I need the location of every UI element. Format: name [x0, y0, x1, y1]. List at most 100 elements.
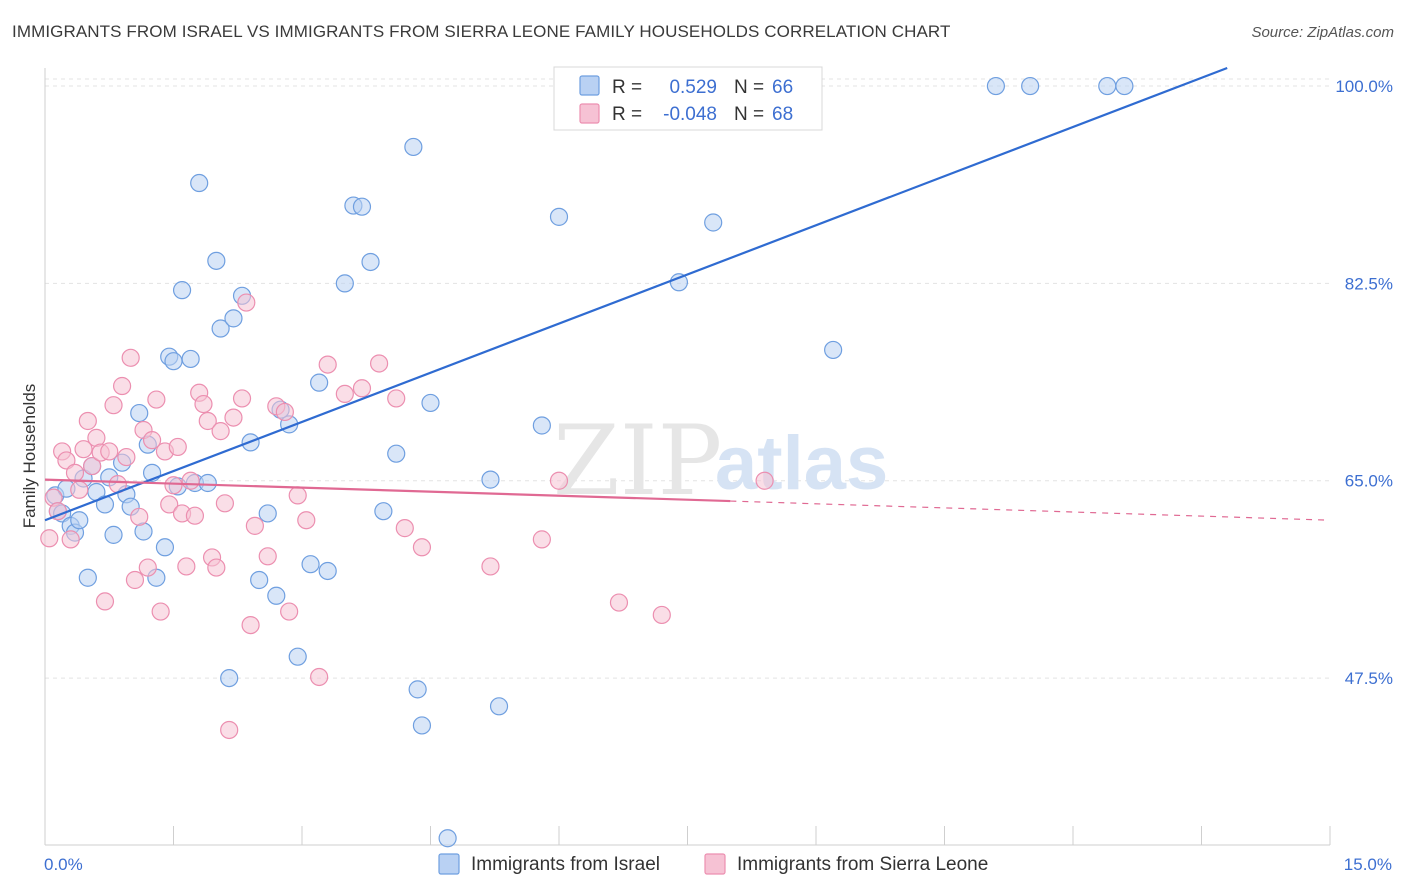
data-point [755, 471, 774, 490]
data-point [164, 476, 183, 495]
series-sierra-leone-points [40, 293, 774, 740]
data-point [404, 137, 423, 157]
y-tick-label: 65.0% [1345, 472, 1393, 491]
data-point [220, 668, 239, 688]
data-point [986, 76, 1006, 96]
stats-r-value-sierra: -0.048 [663, 104, 717, 125]
data-point [1115, 76, 1134, 96]
data-point [198, 411, 217, 431]
y-tick-label: 100.0% [1335, 77, 1393, 96]
data-point [335, 274, 354, 293]
data-point [181, 349, 200, 369]
data-point [301, 555, 320, 574]
data-point [250, 570, 269, 590]
data-point [532, 416, 551, 435]
source-credit: Source: ZipAtlas.com [1251, 24, 1394, 41]
stats-n-value-sierra: 68 [772, 104, 793, 125]
data-point [70, 511, 89, 530]
stats-legend: R = 0.529 N = 66 R = -0.048 N = 68 [553, 66, 823, 131]
stats-legend-swatch-sierra [579, 103, 600, 124]
data-point [190, 173, 209, 193]
data-point [1021, 76, 1040, 96]
data-point [40, 529, 59, 548]
data-point [211, 422, 230, 441]
data-point [245, 516, 264, 535]
x-tick-label-min: 0.0% [44, 855, 83, 874]
y-tick-label: 47.5% [1345, 669, 1393, 688]
data-point [318, 561, 337, 581]
data-point [421, 393, 440, 413]
data-point [361, 252, 380, 272]
data-point [104, 525, 123, 544]
data-point [370, 354, 389, 373]
watermark: ZIP atlas [553, 405, 888, 517]
data-point [704, 213, 723, 232]
x-axis-ticks [173, 826, 1331, 845]
data-point [532, 530, 551, 549]
data-point [130, 507, 149, 526]
data-point [207, 558, 226, 577]
data-point [147, 390, 166, 409]
y-tick-label: 82.5% [1345, 274, 1393, 293]
data-point [83, 456, 102, 476]
data-point [57, 451, 76, 470]
data-point [652, 605, 671, 625]
data-point [297, 511, 316, 530]
series-israel-points [46, 76, 1134, 848]
data-point [318, 355, 337, 374]
data-point [275, 402, 294, 422]
watermark-atlas: atlas [715, 421, 888, 506]
data-point [95, 495, 115, 514]
data-point [310, 373, 329, 392]
stats-r-label-israel: R = [612, 77, 642, 98]
y-axis-label: Family Households [20, 384, 39, 529]
data-point [130, 403, 149, 423]
data-point [412, 716, 432, 735]
data-point [335, 384, 354, 404]
data-point [181, 471, 200, 490]
data-point [215, 494, 234, 513]
data-point [489, 697, 509, 716]
data-point [352, 379, 372, 398]
data-point [267, 586, 286, 605]
data-point [160, 495, 179, 514]
data-point [185, 506, 205, 525]
trend-lines [44, 66, 1331, 522]
data-point [1098, 76, 1117, 96]
data-point [310, 667, 329, 687]
data-point [211, 319, 230, 338]
data-point [412, 538, 432, 557]
data-point [408, 680, 427, 699]
chart-title: IMMIGRANTS FROM ISRAEL VS IMMIGRANTS FRO… [12, 22, 951, 41]
data-point [387, 444, 406, 463]
data-point [104, 396, 123, 415]
data-point [258, 547, 277, 566]
data-point [155, 538, 175, 557]
stats-legend-swatch-israel [579, 75, 600, 96]
data-point [112, 376, 132, 396]
series-legend-swatch-israel [438, 853, 460, 875]
data-point [549, 471, 569, 490]
series-legend-label-israel: Immigrants from Israel [471, 854, 660, 875]
data-point [481, 557, 500, 576]
data-point [207, 251, 226, 270]
data-point [224, 309, 243, 328]
stats-r-value-israel: 0.529 [669, 77, 717, 98]
data-point [164, 352, 183, 371]
data-point [549, 207, 569, 226]
data-point [168, 437, 187, 457]
data-point [95, 592, 115, 611]
trend-line-sierra-leone [44, 478, 731, 503]
series-legend-label-sierra: Immigrants from Sierra Leone [737, 854, 988, 875]
data-point [241, 615, 260, 635]
data-point [70, 480, 89, 499]
data-point [258, 504, 277, 523]
data-point [609, 593, 629, 612]
data-point [824, 340, 843, 360]
data-point [78, 411, 97, 431]
data-point [220, 720, 239, 740]
data-point [288, 486, 307, 505]
data-point [232, 389, 252, 408]
data-point [438, 829, 457, 848]
